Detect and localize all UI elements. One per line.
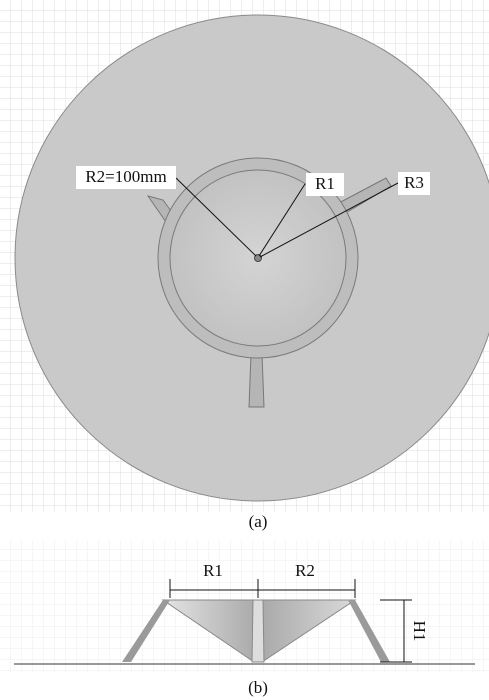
label-r2: R2=100mm <box>85 167 166 186</box>
label-r3: R3 <box>404 173 424 192</box>
panel-b: R1 R2 H1 <box>0 540 489 672</box>
center-strip <box>252 600 264 662</box>
label-r1: R1 <box>203 561 223 580</box>
figure: R2=100mm R1 R3 (a) R1 R2 H1 (b) <box>0 0 489 700</box>
label-r1: R1 <box>315 174 335 193</box>
panel-a: R2=100mm R1 R3 <box>0 0 489 512</box>
label-r2: R2 <box>295 561 315 580</box>
caption-b: (b) <box>248 678 268 697</box>
caption-a: (a) <box>249 512 268 531</box>
label-h1: H1 <box>410 621 429 642</box>
bottom-strip <box>249 354 264 407</box>
